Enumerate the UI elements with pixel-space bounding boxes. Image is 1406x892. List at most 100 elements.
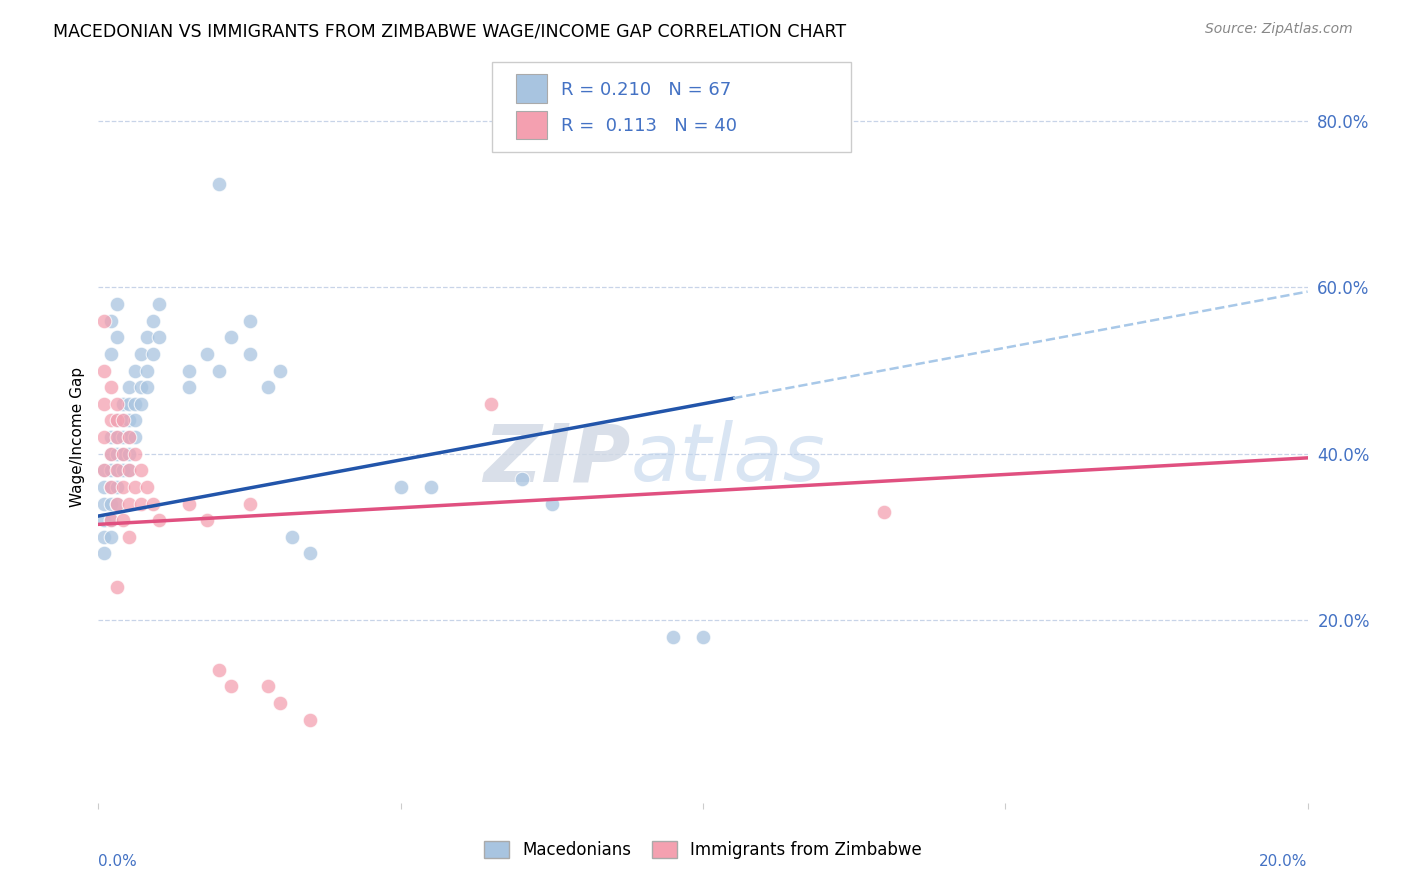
Point: [481, 397, 503, 411]
Point: [135, 380, 157, 394]
Point: [100, 347, 122, 361]
Point: [105, 297, 128, 311]
Point: [221, 680, 243, 694]
Point: [540, 497, 562, 511]
Point: [105, 463, 128, 477]
Point: [111, 413, 134, 427]
Point: [100, 497, 122, 511]
Point: [118, 380, 141, 394]
Point: [93, 430, 115, 444]
Text: ZIP: ZIP: [484, 420, 630, 498]
Point: [692, 630, 714, 644]
Point: [208, 663, 231, 677]
Point: [118, 530, 141, 544]
Point: [111, 480, 134, 494]
Point: [179, 497, 201, 511]
Point: [239, 497, 262, 511]
Text: atlas: atlas: [630, 420, 825, 498]
Point: [93, 480, 115, 494]
Point: [111, 513, 134, 527]
Point: [124, 430, 146, 444]
Point: [142, 314, 165, 328]
Point: [105, 430, 128, 444]
Point: [118, 430, 141, 444]
Point: [208, 363, 231, 377]
Point: [118, 430, 141, 444]
Text: R = 0.210   N = 67: R = 0.210 N = 67: [561, 81, 731, 99]
Point: [118, 447, 141, 461]
Text: 20.0%: 20.0%: [1260, 854, 1308, 869]
Point: [105, 480, 128, 494]
Point: [118, 463, 141, 477]
Point: [661, 630, 683, 644]
Point: [142, 497, 165, 511]
Text: 0.0%: 0.0%: [98, 854, 138, 869]
Point: [111, 430, 134, 444]
Point: [105, 413, 128, 427]
Y-axis label: Wage/Income Gap: Wage/Income Gap: [69, 367, 84, 508]
Point: [100, 463, 122, 477]
Point: [299, 546, 322, 560]
Point: [105, 413, 128, 427]
Point: [135, 363, 157, 377]
Point: [129, 397, 152, 411]
Point: [148, 330, 170, 344]
Point: [111, 413, 134, 427]
Point: [111, 447, 134, 461]
Point: [100, 480, 122, 494]
Point: [208, 177, 231, 191]
Point: [105, 430, 128, 444]
Point: [179, 380, 201, 394]
Point: [118, 413, 141, 427]
Point: [111, 397, 134, 411]
Point: [135, 480, 157, 494]
Point: [93, 497, 115, 511]
Point: [873, 505, 896, 519]
Point: [93, 314, 115, 328]
Point: [111, 447, 134, 461]
Point: [93, 397, 115, 411]
Point: [148, 297, 170, 311]
Point: [105, 447, 128, 461]
Point: [93, 546, 115, 560]
Point: [239, 314, 262, 328]
Point: [256, 680, 278, 694]
Point: [389, 480, 412, 494]
Point: [93, 513, 115, 527]
Point: [221, 330, 243, 344]
Point: [105, 580, 128, 594]
Point: [179, 363, 201, 377]
Point: [100, 480, 122, 494]
Point: [100, 430, 122, 444]
Point: [100, 513, 122, 527]
Point: [129, 347, 152, 361]
Point: [135, 330, 157, 344]
Point: [93, 363, 115, 377]
Point: [129, 463, 152, 477]
Point: [124, 413, 146, 427]
Point: [93, 463, 115, 477]
Point: [100, 413, 122, 427]
Point: [118, 497, 141, 511]
Point: [105, 497, 128, 511]
Point: [93, 463, 115, 477]
Point: [100, 447, 122, 461]
Point: [195, 513, 218, 527]
Text: MACEDONIAN VS IMMIGRANTS FROM ZIMBABWE WAGE/INCOME GAP CORRELATION CHART: MACEDONIAN VS IMMIGRANTS FROM ZIMBABWE W…: [53, 22, 846, 40]
Point: [239, 347, 262, 361]
Point: [105, 397, 128, 411]
Point: [281, 530, 304, 544]
Point: [100, 380, 122, 394]
Point: [124, 480, 146, 494]
Point: [129, 497, 152, 511]
Point: [269, 696, 291, 710]
Point: [105, 497, 128, 511]
Point: [299, 713, 322, 727]
Point: [118, 463, 141, 477]
Point: [142, 347, 165, 361]
Point: [100, 447, 122, 461]
Point: [124, 363, 146, 377]
Point: [420, 480, 443, 494]
Point: [93, 530, 115, 544]
Point: [105, 463, 128, 477]
